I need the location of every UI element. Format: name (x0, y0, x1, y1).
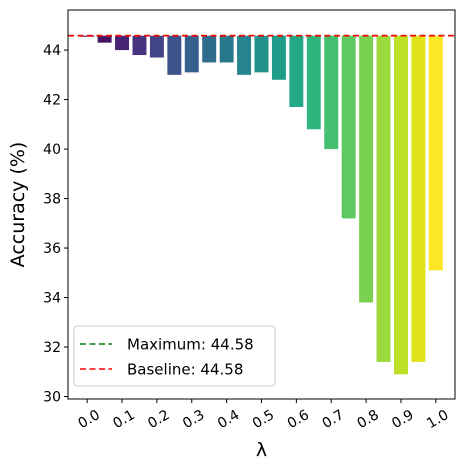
bar-7 (202, 35, 217, 63)
bar-17 (376, 35, 391, 362)
bar-6 (184, 35, 199, 73)
bar-4 (149, 35, 164, 58)
bar-1 (97, 35, 112, 43)
bar-15 (341, 35, 356, 219)
x-tick-label: 0.4 (215, 407, 242, 432)
x-tick-label: 0.9 (389, 407, 416, 432)
y-tick-label: 42 (43, 93, 61, 109)
bar-20 (428, 35, 443, 271)
x-tick-label: 0.6 (285, 407, 312, 432)
legend-label: Baseline: 44.58 (127, 361, 243, 379)
x-tick-label: 0.2 (145, 407, 172, 432)
y-tick-label: 32 (43, 340, 61, 356)
y-axis-label: Accuracy (%) (7, 142, 29, 268)
bar-16 (359, 35, 374, 303)
bar-13 (306, 35, 321, 130)
bar-5 (167, 35, 182, 75)
legend-box (73, 325, 276, 387)
x-tick-label: 0.7 (320, 407, 347, 432)
legend: Maximum: 44.58 Baseline: 44.58 (73, 325, 276, 387)
y-axis-ticks: 30 32 34 36 38 40 42 44 (43, 43, 68, 406)
x-axis-ticks: 0.0 0.1 0.2 0.3 0.4 0.5 0.6 0.7 0.8 0.9 1.0 (76, 399, 451, 432)
bar-2 (115, 35, 130, 51)
y-tick-label: 44 (43, 43, 61, 59)
bar-18 (393, 35, 408, 375)
x-tick-label: 0.1 (110, 407, 137, 432)
y-tick-label: 30 (43, 390, 61, 406)
bar-10 (254, 35, 269, 73)
y-tick-label: 36 (43, 241, 61, 257)
bar-14 (324, 35, 339, 150)
x-tick-label: 0.0 (76, 407, 103, 432)
bar-11 (271, 35, 286, 80)
x-tick-label: 0.5 (250, 407, 277, 432)
x-tick-label: 0.3 (180, 407, 207, 432)
bar-12 (289, 35, 304, 108)
bar-19 (411, 35, 426, 362)
y-tick-label: 40 (43, 142, 61, 158)
legend-label: Maximum: 44.58 (127, 336, 254, 354)
plot-frame (67, 9, 456, 400)
bar-8 (219, 35, 234, 63)
x-tick-label: 1.0 (424, 407, 451, 432)
x-tick-label: 0.8 (354, 407, 381, 432)
bars-group (80, 35, 443, 375)
y-tick-label: 34 (43, 291, 61, 307)
x-axis-label: λ (256, 439, 267, 461)
bar-3 (132, 35, 147, 56)
y-tick-label: 38 (43, 192, 61, 208)
bar-9 (237, 35, 252, 75)
